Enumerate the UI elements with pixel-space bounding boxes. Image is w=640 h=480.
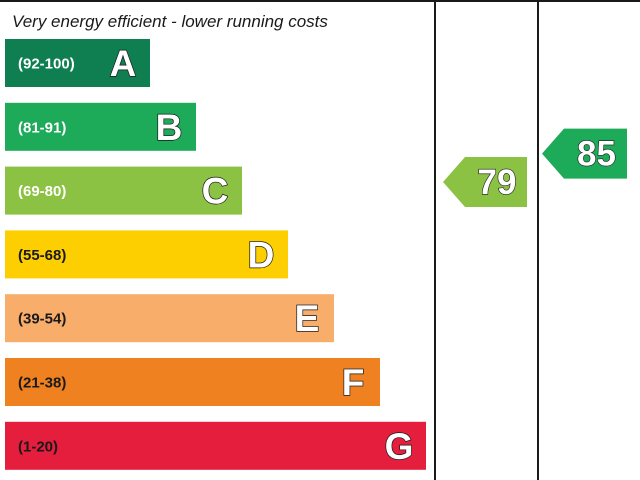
band-c: (69-80) C <box>5 166 242 215</box>
rating-bands: (92-100) A (81-91) B (69-80) C (55-68) D (39-54)… <box>5 39 426 470</box>
band-d-range: (55-68) <box>18 247 66 264</box>
band-c-letter: C <box>202 171 229 212</box>
band-g-bar <box>5 421 426 470</box>
band-b-range: (81-91) <box>18 119 66 136</box>
rating-potential-value: 85 <box>577 135 616 174</box>
rating-arrows: 79 85 <box>443 128 627 207</box>
band-d-letter: D <box>248 234 275 275</box>
band-b-bar <box>5 102 196 151</box>
band-a: (92-100) A <box>5 39 150 87</box>
band-c-range: (69-80) <box>18 183 66 200</box>
band-d-bar <box>5 230 288 279</box>
rating-potential-arrow <box>542 128 627 179</box>
band-g-range: (1-20) <box>18 438 58 455</box>
band-e-bar <box>5 294 334 343</box>
band-a-letter: A <box>110 43 137 84</box>
band-e: (39-54) E <box>5 294 334 343</box>
band-d: (55-68) D <box>5 230 288 279</box>
band-a-bar <box>5 39 150 87</box>
band-b: (81-91) B <box>5 102 196 151</box>
band-e-range: (39-54) <box>18 311 66 328</box>
rating-potential: 85 <box>542 128 627 179</box>
band-f-bar <box>5 358 380 406</box>
band-f-range: (21-38) <box>18 375 66 392</box>
rating-current-arrow <box>443 156 527 207</box>
band-c-bar <box>5 166 242 215</box>
band-f-letter: F <box>342 362 365 403</box>
band-g-letter: G <box>385 426 414 467</box>
rating-current-value: 79 <box>478 163 517 202</box>
band-e-letter: E <box>295 298 320 339</box>
band-b-letter: B <box>156 107 183 148</box>
band-f: (21-38) F <box>5 358 380 406</box>
rating-current: 79 <box>443 156 527 207</box>
chart-title: Very energy efficient - lower running co… <box>12 12 328 31</box>
band-g: (1-20) G <box>5 421 426 470</box>
band-a-range: (92-100) <box>18 56 75 73</box>
